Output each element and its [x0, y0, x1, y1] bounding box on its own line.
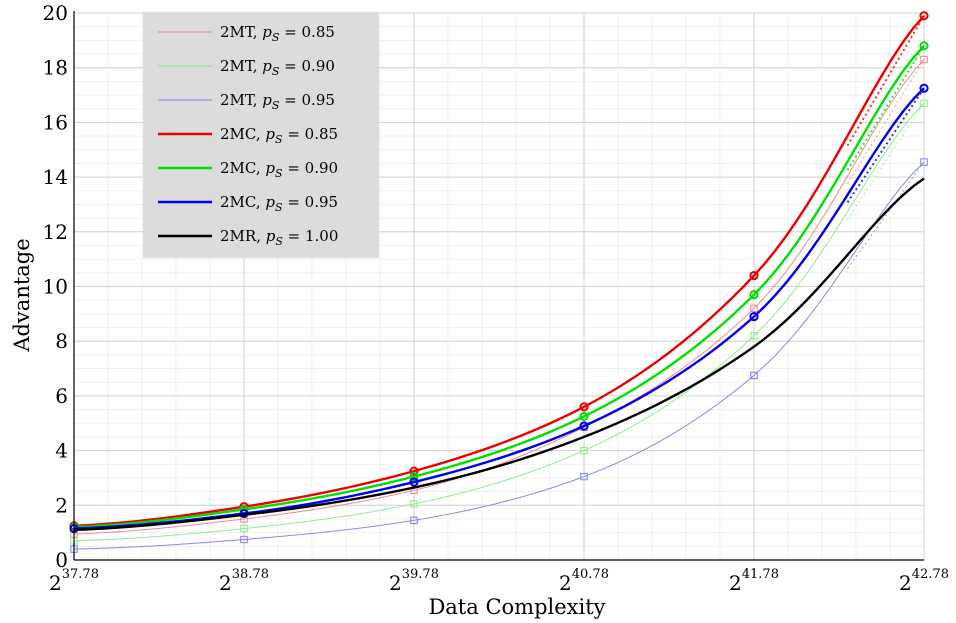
data-point: [409, 471, 419, 482]
y-tick-label: 8: [55, 329, 68, 353]
x-tick-label: 238.78: [219, 567, 269, 595]
series-6: [73, 177, 925, 532]
x-axis-title: Data Complexity: [428, 595, 605, 619]
y-tick-label: 0: [55, 548, 68, 572]
tick-labels: 0 2 4 6 8 10 12 14 16 18 20 237.78 238.78 239.78 240.7…: [43, 1, 949, 595]
series-trend-dots: [847, 59, 925, 185]
series-line: [73, 14, 925, 528]
series-trend-dots: [846, 15, 925, 147]
data-point: [580, 446, 588, 455]
data-point: [750, 371, 758, 380]
data-point: [919, 41, 929, 51]
series-trend-dots: [846, 45, 925, 171]
data-point: [410, 516, 418, 525]
data-point: [240, 524, 248, 533]
y-tick-label: 10: [43, 275, 68, 299]
data-point: [920, 55, 928, 64]
data-point: [240, 535, 248, 544]
y-tick-label: 6: [55, 384, 68, 408]
series-trend-dots: [847, 102, 925, 220]
legend-label: 2MC, pS = 0.95: [220, 193, 338, 214]
legend: 2MT, pS = 0.85 2MT, pS = 0.90 2MT, pS = 0.…: [143, 12, 379, 258]
y-tick-label: 20: [43, 1, 68, 25]
legend-entry: 2MT, pS = 0.90: [158, 57, 335, 78]
legend-entry: 2MR, pS = 1.00: [158, 227, 338, 248]
legend-entry: 2MC, pS = 0.85: [158, 125, 338, 146]
legend-label: 2MR, pS = 1.00: [220, 227, 338, 248]
y-tick-label: 18: [43, 56, 68, 80]
data-point: [749, 270, 759, 281]
legend-label: 2MC, pS = 0.90: [220, 159, 338, 180]
data-point: [579, 402, 589, 412]
x-tick-label: 241.78: [729, 567, 779, 595]
series-line: [73, 177, 925, 532]
y-tick-label: 12: [43, 220, 68, 244]
data-point: [410, 500, 418, 508]
data-point: [920, 158, 928, 166]
series-2: [70, 158, 928, 553]
series-line: [73, 45, 925, 529]
axes: [73, 11, 924, 561]
series-line: [73, 102, 925, 542]
data-point: [919, 83, 929, 93]
data-point: [579, 421, 589, 431]
x-tick-label: 237.78: [49, 567, 99, 595]
data-point: [749, 290, 759, 300]
legend-entry: 2MC, pS = 0.95: [158, 193, 338, 214]
x-tick-label: 240.78: [559, 567, 609, 595]
legend-entry: 2MT, pS = 0.85: [158, 23, 335, 44]
data-point: [580, 472, 588, 481]
y-tick-label: 16: [43, 110, 68, 134]
x-tick-label: 239.78: [389, 567, 439, 595]
data-point: [409, 477, 419, 487]
y-tick-label: 4: [55, 439, 68, 463]
series-4: [69, 41, 929, 532]
data-point: [920, 99, 928, 107]
series-line: [73, 161, 925, 550]
series-trend-dots: [847, 161, 925, 270]
y-axis-title: Advantage: [10, 238, 34, 352]
data-point: [919, 11, 929, 21]
series-trend-dots: [846, 87, 925, 203]
legend-label: 2MC, pS = 0.85: [220, 125, 338, 146]
legend-label: 2MT, pS = 0.85: [220, 23, 335, 44]
x-tick-label: 242.78: [899, 567, 949, 595]
legend-entry: 2MC, pS = 0.90: [158, 159, 338, 180]
data-point: [750, 332, 758, 340]
series-line: [73, 87, 925, 530]
data-point: [750, 304, 758, 313]
legend-entry: 2MT, pS = 0.95: [158, 91, 335, 112]
legend-label: 2MT, pS = 0.95: [220, 91, 335, 112]
y-tick-label: 14: [43, 165, 68, 189]
data-point: [579, 411, 589, 422]
series-layer: [69, 11, 929, 553]
data-point: [409, 466, 419, 476]
legend-label: 2MT, pS = 0.90: [220, 57, 335, 78]
series-line: [73, 59, 925, 535]
y-tick-label: 2: [55, 493, 68, 517]
data-point: [749, 311, 759, 322]
